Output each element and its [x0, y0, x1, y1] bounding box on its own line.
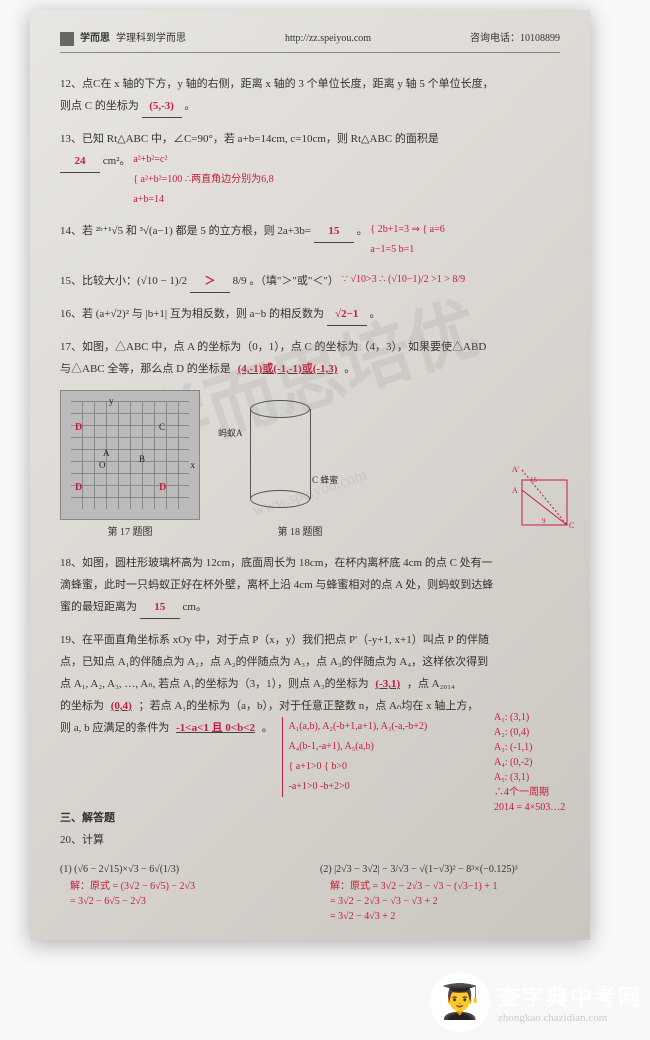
q19-side-notes: A₁: (3,1) A₂: (0,4) A₃: (-1,1) A₄: (0,-2… — [494, 710, 584, 815]
section-3-heading: 三、解答题 20、计算 — [60, 807, 560, 851]
question-13: 13、已知 Rt△ABC 中，∠C=90°，若 a+b=14cm, c=10cm… — [60, 128, 560, 210]
fig17-caption: 第 17 题图 — [60, 524, 200, 542]
q20-part1: (1) (√6 − 2√15)×√3 − 6√(1/3) 解：原式 = (3√2… — [60, 861, 300, 924]
question-15: 15、比较大小：(√10 − 1)/2 ＞ 8/9 。（填"＞"或"＜"） ∵ … — [60, 270, 560, 293]
q14-answer: 15 — [314, 220, 354, 243]
q19-center-work: A₁(a,b), A₂(-b+1,a+1), A₃(-a,-b+2) A₄(b-… — [282, 717, 428, 797]
q18-unfold-diagram: A' A C 15 9 — [512, 460, 582, 530]
q14-work: { 2b+1=3 ⇒ { a=6 a−1=5 b=1 — [370, 220, 444, 260]
fig18-cylinder: 蚂蚁A C 蜂蜜 — [240, 390, 360, 520]
q19-ans2: (0,4) — [107, 700, 136, 712]
svg-text:A': A' — [512, 465, 520, 474]
site-badge: 👨‍🎓 查字典中考网 zhongkao.chazidian.com — [430, 972, 642, 1032]
q13-work: a²+b²=c² { a²+b²=100 ∴两直角边分别为6,8 a+b=14 — [133, 150, 273, 210]
badge-title: 查字典中考网 — [498, 980, 642, 1012]
q16-answer: √2−1 — [327, 303, 367, 326]
svg-text:C: C — [569, 521, 574, 530]
question-19: 19、在平面直角坐标系 xOy 中，对于点 P（x，y）我们把点 P'（-y+1… — [60, 629, 560, 797]
point-d: D — [75, 419, 82, 437]
q15-work: ∵ √10>3 ∴ (√10−1)/2 >1 > 8/9 — [342, 270, 465, 290]
question-20-label: 20、计算 — [60, 834, 104, 846]
question-20: (1) (√6 − 2√15)×√3 − 6√(1/3) 解：原式 = (3√2… — [60, 861, 560, 924]
q13-answer: 24 — [60, 150, 100, 173]
question-14: 14、若 ²ᵇ⁺¹√5 和 ³√(a−1) 都是 5 的立方根，则 2a+3b=… — [60, 220, 560, 260]
figures-row: y x O A B C D D D 第 17 题图 蚂蚁A C 蜂蜜 第 18 … — [60, 390, 560, 542]
point-d: D — [159, 479, 166, 497]
fig17-grid: y x O A B C D D D — [60, 390, 200, 520]
q18-answer: 15 — [140, 596, 180, 619]
figure-18: 蚂蚁A C 蜂蜜 第 18 题图 — [240, 390, 360, 542]
badge-avatar-icon: 👨‍🎓 — [430, 972, 490, 1032]
svg-text:A: A — [512, 486, 518, 495]
brand-block: 学而思 学理科到学而思 — [60, 30, 186, 48]
logo-icon — [60, 32, 74, 46]
q19-ans3: -1<a<1 且 0<b<2 — [172, 722, 259, 734]
svg-text:9: 9 — [542, 517, 546, 525]
q20-part2: (2) |2√3 − 3√2| − 3/√3 − √(1−√3)² − 8³×(… — [320, 861, 560, 924]
point-d: D — [75, 479, 82, 497]
q20-p1-work: 解：原式 = (3√2 − 6√5) − 2√3 = 3√2 − 6√5 − 2… — [70, 879, 300, 909]
q15-answer: ＞ — [190, 270, 230, 293]
question-12: 12、点C在 x 轴的下方，y 轴的右侧，距离 x 轴的 3 个单位长度，距离 … — [60, 73, 560, 118]
badge-url: zhongkao.chazidian.com — [498, 1012, 642, 1024]
question-18: 18、如图，圆柱形玻璃杯高为 12cm，底面周长为 18cm，在杯内离杯底 4c… — [60, 552, 560, 619]
brand-name: 学而思 — [80, 30, 110, 48]
brand-slogan: 学理科到学而思 — [116, 30, 186, 48]
header-phone: 咨询电话：10108899 — [470, 30, 560, 48]
exam-paper: 学而思 学理科到学而思 http://zz.speiyou.com 咨询电话：1… — [30, 10, 590, 940]
header-url: http://zz.speiyou.com — [285, 30, 371, 48]
q20-p2-work: 解：原式 = 3√2 − 2√3 − √3 − (√3−1) + 1 = 3√2… — [330, 879, 560, 924]
question-17: 17、如图，△ABC 中，点 A 的坐标为（0，1），点 C 的坐标为（4，3）… — [60, 336, 560, 380]
fig18-caption: 第 18 题图 — [240, 524, 360, 542]
q17-answer: (4,-1)或(-1,-1)或(-1,3) — [234, 363, 342, 375]
page-header: 学而思 学理科到学而思 http://zz.speiyou.com 咨询电话：1… — [60, 30, 560, 53]
q12-answer: (5,-3) — [142, 95, 182, 118]
question-16: 16、若 (a+√2)² 与 |b+1| 互为相反数，则 a−b 的相反数为 √… — [60, 303, 560, 326]
figure-17: y x O A B C D D D 第 17 题图 — [60, 390, 200, 542]
svg-text:15: 15 — [530, 476, 538, 484]
q19-ans1: (-3,1) — [371, 678, 404, 690]
